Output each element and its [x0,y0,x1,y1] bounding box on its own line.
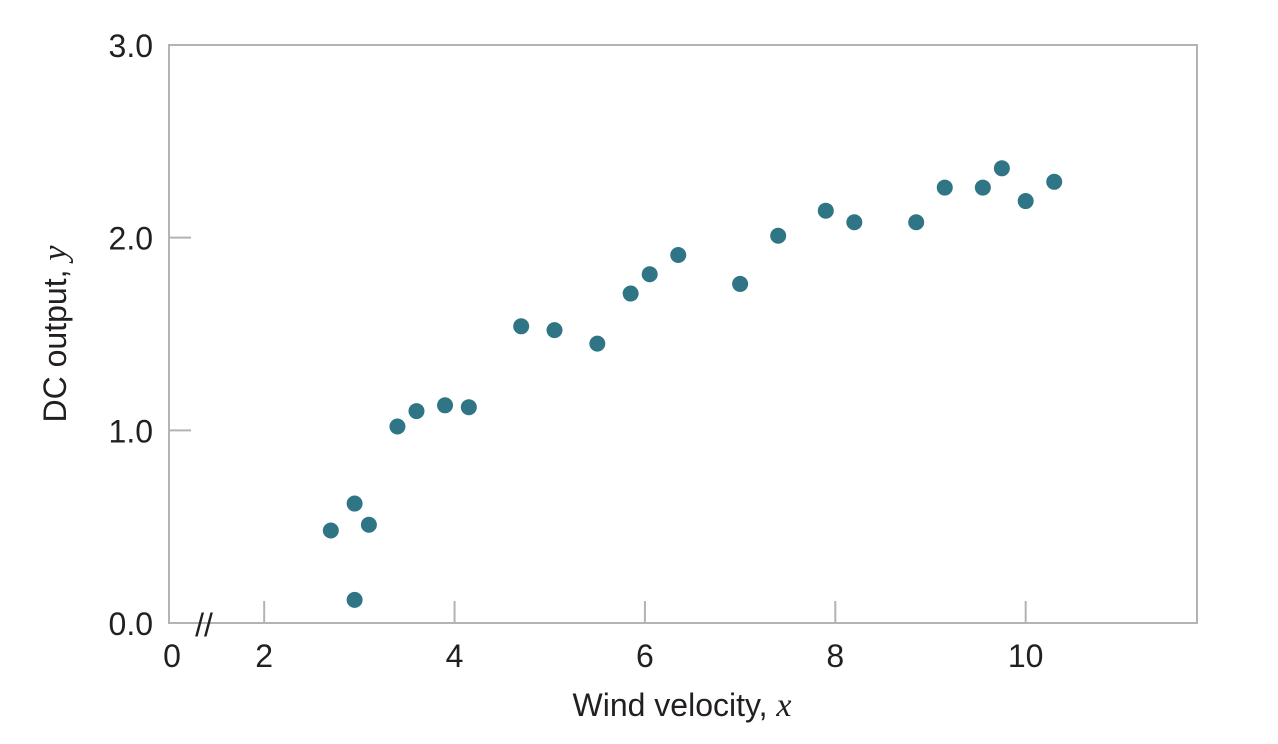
data-point [1017,193,1034,210]
data-point [622,285,639,302]
data-point [546,322,563,339]
x-tick-label: 8 [826,638,844,674]
data-point [641,266,658,283]
data-point [389,418,406,435]
data-point [936,179,953,196]
x-axis-title: Wind velocity, x [573,687,792,724]
data-point [908,214,925,231]
x-tick-label: 6 [636,638,654,674]
data-point [360,516,377,533]
data-point [770,227,787,244]
data-point [732,275,749,292]
data-point [437,397,454,414]
y-axis-ticks: 0.0 1.0 2.0 3.0 [109,28,191,642]
x-tick-label: 10 [1008,638,1044,674]
data-point [346,495,363,512]
data-point [1046,173,1063,190]
x-tick-label: 4 [446,638,464,674]
x-axis-ticks: 2 4 6 8 10 [255,601,1043,674]
data-point [974,179,991,196]
data-point [346,591,363,608]
data-point [589,335,606,352]
data-point [513,318,530,335]
plot-frame [168,44,1198,624]
data-point [993,160,1010,177]
data-point [322,522,339,539]
x-tick-label: 2 [255,638,273,674]
data-points [322,160,1063,608]
data-point [846,214,863,231]
y-tick-label: 3.0 [109,28,153,64]
data-point [460,399,477,416]
y-axis-title: DC output, y [37,245,74,423]
x-origin-label: 0 [163,638,181,674]
data-point [670,247,687,264]
data-point [817,202,834,219]
y-tick-label: 2.0 [109,221,153,257]
data-point [408,403,425,420]
x-axis-break-mark: // [195,607,213,643]
y-tick-label: 0.0 [109,606,153,642]
y-tick-label: 1.0 [109,413,153,449]
